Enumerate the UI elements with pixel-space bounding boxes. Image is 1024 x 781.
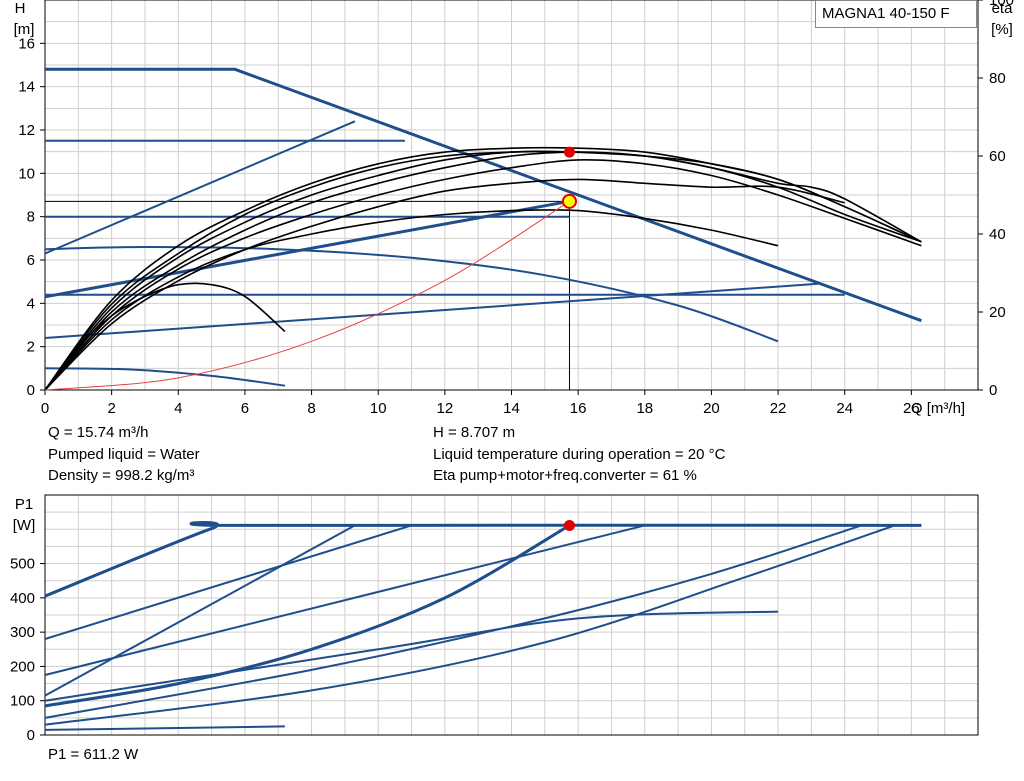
x-tick-label: 18	[636, 400, 653, 417]
y-axis-unit: [m]	[14, 21, 35, 38]
head-curve	[44, 245, 779, 343]
power-operating-point	[563, 519, 575, 531]
power-curve	[44, 524, 862, 719]
x-tick-label: 0	[41, 400, 49, 417]
efficiency-readout: Eta pump+motor+freq.converter = 61 %	[433, 467, 697, 484]
p1-axis-unit: [W]	[13, 517, 36, 534]
power-curve	[44, 521, 922, 598]
head-operating-point	[561, 193, 577, 209]
y2-tick-label: 20	[989, 304, 1006, 321]
efficiency-curve	[44, 146, 922, 391]
temperature-readout: Liquid temperature during operation = 20…	[433, 446, 726, 463]
x-tick-label: 8	[307, 400, 315, 417]
x-tick-label: 22	[770, 400, 787, 417]
y2-tick-label: 100	[989, 0, 1014, 9]
power-curve	[44, 524, 646, 676]
power-curve	[44, 524, 571, 708]
y-tick-label: 2	[27, 339, 35, 356]
power-curve	[44, 524, 412, 640]
power-curve	[44, 524, 356, 697]
x-axis-title: Q [m³/h]	[911, 400, 965, 417]
y-tick-label: 6	[27, 252, 35, 269]
x-tick-label: 4	[174, 400, 182, 417]
efficiency-curve	[44, 158, 922, 391]
y-tick-label: 8	[27, 209, 35, 226]
y-tick-label: 0	[27, 382, 35, 399]
x-tick-label: 26	[903, 400, 920, 417]
x-tick-label: 16	[570, 400, 587, 417]
x-tick-label: 14	[503, 400, 520, 417]
power-curve	[44, 524, 896, 726]
efficiency-curve	[44, 282, 286, 391]
x-tick-label: 6	[241, 400, 249, 417]
y2-tick-label: 80	[989, 70, 1006, 87]
head-readout: H = 8.707 m	[433, 424, 516, 441]
y-tick-label: 10	[18, 165, 35, 182]
x-tick-label: 10	[370, 400, 387, 417]
y-tick-label: 500	[10, 556, 35, 573]
power-curve	[44, 725, 285, 731]
x-tick-label: 20	[703, 400, 720, 417]
power-readout: P1 = 611.2 W	[48, 746, 139, 763]
density-readout: Density = 998.2 kg/m³	[48, 467, 195, 484]
efficiency-curve	[44, 151, 922, 391]
y-axis-title: H	[15, 0, 26, 17]
x-tick-label: 12	[437, 400, 454, 417]
efficiency-curve	[44, 150, 922, 391]
efficiency-operating-point	[563, 146, 575, 158]
head-curve	[44, 282, 819, 339]
head-curve	[45, 67, 922, 323]
x-tick-label: 24	[836, 400, 853, 417]
system-curve	[44, 200, 570, 391]
y-tick-label: 200	[10, 658, 35, 675]
y2-tick-label: 60	[989, 148, 1006, 165]
model-label: MAGNA1 40-150 F	[815, 0, 977, 28]
plot-frame-power	[44, 494, 979, 736]
pumped-liquid-readout: Pumped liquid = Water	[48, 446, 200, 463]
y2-tick-label: 0	[989, 382, 997, 399]
y-tick-label: 14	[18, 79, 35, 96]
efficiency-curve	[44, 178, 845, 391]
x-tick-label: 2	[107, 400, 115, 417]
y-tick-label: 0	[27, 727, 35, 744]
head-curve	[44, 367, 286, 387]
y-tick-label: 12	[18, 122, 35, 139]
y2-tick-label: 40	[989, 226, 1006, 243]
head-curve	[44, 120, 356, 255]
flow-readout: Q = 15.74 m³/h	[48, 424, 149, 441]
y-tick-label: 400	[10, 590, 35, 607]
power-curve	[44, 610, 779, 702]
y-tick-label: 300	[10, 624, 35, 641]
y-tick-label: 4	[27, 295, 35, 312]
efficiency-curve	[44, 209, 779, 391]
p1-axis-title: P1	[15, 496, 33, 513]
y-tick-label: 16	[18, 35, 35, 52]
y2-axis-title: eta	[992, 0, 1014, 17]
y-tick-label: 100	[10, 693, 35, 710]
y2-axis-unit: [%]	[991, 21, 1013, 38]
